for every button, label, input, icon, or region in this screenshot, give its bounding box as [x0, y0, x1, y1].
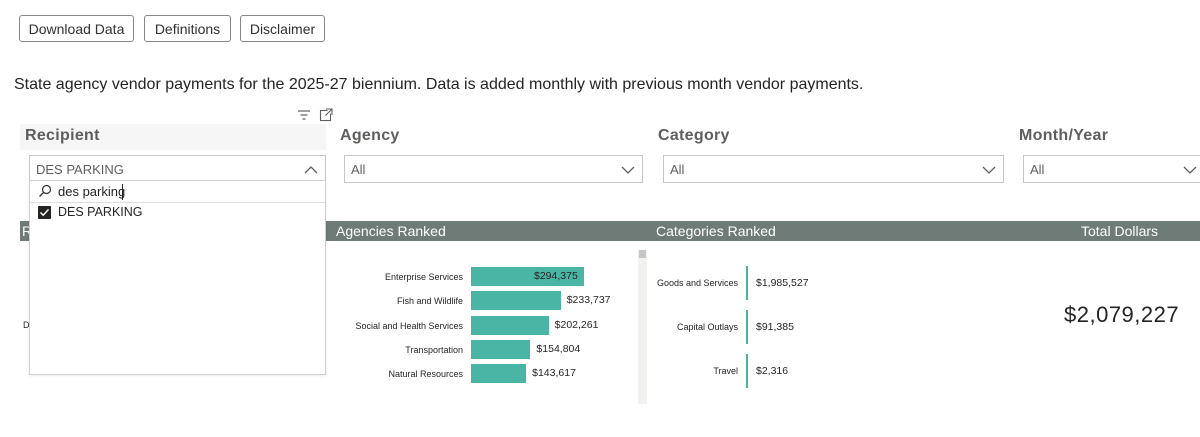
- total-dollars-value: $2,079,227: [1064, 302, 1180, 327]
- recipient-selected-value: DES PARKING: [36, 161, 124, 177]
- recipients-ranked-title: R: [22, 223, 33, 239]
- chevron-down-icon: [1183, 166, 1197, 174]
- agency-selected-value: All: [351, 161, 366, 177]
- category-bar-value: $1,985,527: [756, 277, 809, 289]
- agency-bar-value: $294,375: [534, 270, 578, 282]
- category-bar[interactable]: [746, 354, 748, 388]
- chevron-down-icon: [621, 166, 635, 174]
- category-selected-value: All: [670, 161, 685, 177]
- search-icon: [38, 184, 52, 198]
- category-dropdown[interactable]: All: [663, 155, 1004, 183]
- agency-slicer-title: Agency: [340, 127, 400, 144]
- recipient-row-partial: D: [23, 320, 30, 330]
- agency-bar[interactable]: [471, 364, 527, 384]
- search-divider: [30, 202, 325, 203]
- recipient-slicer-title: Recipient: [25, 127, 100, 144]
- month-year-selected-value: All: [1030, 161, 1045, 177]
- text-cursor: [122, 184, 123, 200]
- category-bar[interactable]: [746, 266, 748, 300]
- categories-chart: Goods and Services $1,985,527 Capital Outl…: [648, 241, 1008, 401]
- agency-bar-value: $202,261: [554, 318, 599, 331]
- filter-icon[interactable]: [297, 108, 311, 122]
- agencies-chart: Enterprise Services $294,375 Fish and Wild…: [328, 241, 638, 401]
- recipient-search-input[interactable]: des parking: [58, 184, 126, 199]
- chevron-up-icon: [304, 166, 318, 174]
- disclaimer-button[interactable]: Disclaimer: [240, 15, 325, 42]
- agency-bar[interactable]: [471, 315, 549, 335]
- agency-bar-label: Fish and Wildlife: [396, 296, 463, 307]
- month-year-slicer-title: Month/Year: [1019, 127, 1109, 144]
- agency-dropdown[interactable]: All: [344, 155, 643, 183]
- category-bar-label: Capital Outlays: [676, 322, 738, 332]
- recipient-dropdown[interactable]: DES PARKING: [29, 155, 326, 183]
- category-bar-value: $91,385: [756, 321, 794, 333]
- category-bar-label: Goods and Services: [656, 278, 738, 288]
- category-bar-label: Travel: [713, 366, 738, 376]
- download-data-button[interactable]: Download Data: [19, 15, 134, 42]
- scrollbar-thumb[interactable]: [639, 250, 646, 258]
- category-bar-value: $2,316: [756, 365, 789, 377]
- agency-bar[interactable]: [471, 339, 531, 359]
- agency-bar[interactable]: [471, 291, 561, 311]
- agency-bar-label: Transportation: [405, 344, 463, 355]
- month-year-dropdown[interactable]: All: [1023, 155, 1200, 183]
- recipient-option[interactable]: DES PARKING: [30, 204, 325, 222]
- agency-bar[interactable]: [471, 267, 584, 286]
- agency-bar-label: Enterprise Services: [384, 272, 463, 282]
- categories-ranked-title: Categories Ranked: [656, 223, 776, 239]
- focus-mode-icon[interactable]: [319, 108, 333, 122]
- page-description: State agency vendor payments for the 202…: [14, 76, 864, 93]
- category-slicer-title: Category: [658, 127, 730, 144]
- agency-bar-value: $154,804: [536, 342, 581, 355]
- category-bar[interactable]: [746, 310, 748, 344]
- definitions-button[interactable]: Definitions: [144, 15, 231, 42]
- checkbox-checked[interactable]: [38, 206, 51, 219]
- agencies-ranked-title: Agencies Ranked: [336, 223, 446, 239]
- agency-bar-label: Social and Health Services: [355, 320, 463, 331]
- scrollbar-track[interactable]: [638, 250, 647, 404]
- chevron-down-icon: [982, 166, 996, 174]
- recipient-option-label: DES PARKING: [58, 205, 143, 219]
- total-dollars-title: Total Dollars: [1081, 223, 1159, 239]
- recipient-slicer-header: [20, 124, 326, 150]
- agency-bar-value: $143,617: [532, 367, 576, 380]
- agency-bar-value: $233,737: [566, 294, 611, 307]
- agency-bar-label: Natural Resources: [388, 369, 463, 380]
- recipient-dropdown-panel: des parking DES PARKING: [29, 180, 326, 375]
